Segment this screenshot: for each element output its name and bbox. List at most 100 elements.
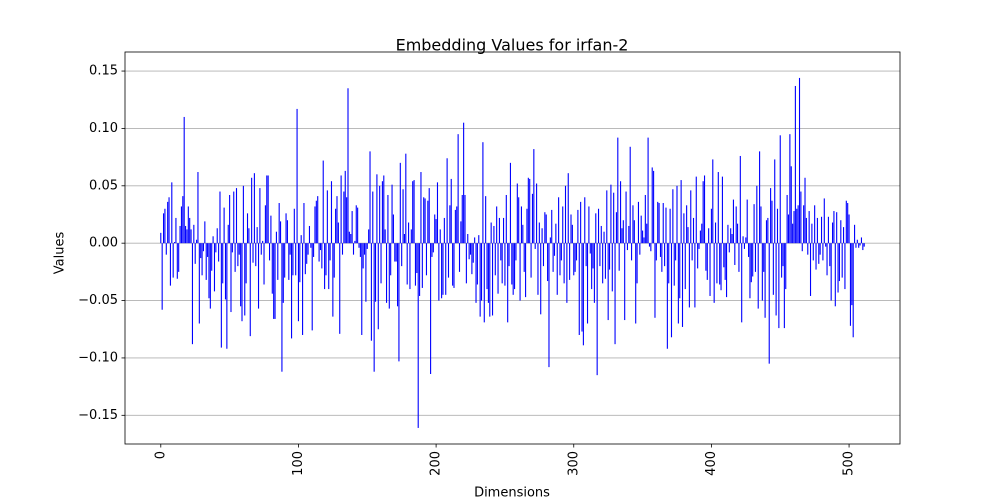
bar [449,205,451,244]
bar [374,243,377,302]
x-tick-label: 200 [429,451,444,476]
bar [244,243,246,316]
bar [593,243,595,303]
bar [222,243,224,284]
bar [530,243,532,278]
bar [558,197,560,244]
bar [454,209,456,244]
bar [358,243,360,248]
bar [778,243,780,329]
bar [311,243,313,331]
bar [485,196,487,244]
bar [498,217,500,244]
bar [790,166,792,244]
bar [781,243,783,278]
bar [512,243,514,295]
bar [500,243,502,261]
bar [505,194,507,244]
bar [178,243,180,272]
bar [387,194,389,244]
bar [852,243,854,338]
bar [533,149,535,244]
bar [684,243,686,290]
bar [245,243,247,284]
bar [453,243,455,288]
bar [230,243,232,313]
bar [237,243,239,267]
bar [268,243,271,261]
bar [397,243,399,307]
bar [597,208,600,244]
bar [165,243,167,255]
bar [712,159,714,244]
bar [452,243,454,286]
bar [277,243,279,280]
bar [606,190,608,244]
bar [655,243,657,261]
bar [182,196,184,244]
bar [676,185,678,244]
bar [585,243,587,267]
bar [242,185,244,244]
bar [468,243,470,260]
bar [423,197,425,244]
bar [716,243,718,284]
bar [395,243,397,262]
bar [193,224,195,244]
bar [844,243,846,290]
bar [858,243,860,248]
bar [432,243,434,253]
bar [285,213,287,244]
bar [680,180,682,244]
bar [798,77,801,244]
bar [639,243,641,255]
bar [457,134,459,244]
bar [794,85,796,244]
bar [196,239,198,244]
bar [770,188,772,244]
bar [556,243,558,295]
bar [175,217,177,244]
bar [164,208,166,244]
bar [339,243,341,334]
bar [223,207,225,244]
bar [252,243,254,263]
bar [419,243,421,296]
bar [362,243,364,269]
bar [553,243,556,256]
bar [274,243,276,319]
bar [862,243,864,251]
bar [219,191,221,244]
bar [737,223,739,244]
bar [291,243,293,339]
bar [820,216,823,244]
bar [162,213,165,244]
bar [859,243,861,246]
bar [860,237,863,244]
bar [497,243,499,294]
bar [333,243,335,278]
bar [833,211,835,244]
bar [167,201,169,244]
bar [752,243,754,277]
bar [474,237,476,244]
bar [467,234,469,244]
bar [825,243,827,247]
bar [313,243,315,257]
bar [591,243,593,290]
bar [379,185,381,244]
bar [208,243,210,299]
bar [264,205,266,244]
bar [270,215,272,244]
x-tick-label: 300 [566,451,581,476]
bar [626,243,628,251]
bar [417,243,419,428]
bar [843,227,845,244]
bar [567,173,569,244]
bar [739,155,741,244]
bar [260,243,262,255]
bar [648,243,651,247]
bar [603,231,605,244]
bar [416,243,418,274]
bar [742,236,744,244]
